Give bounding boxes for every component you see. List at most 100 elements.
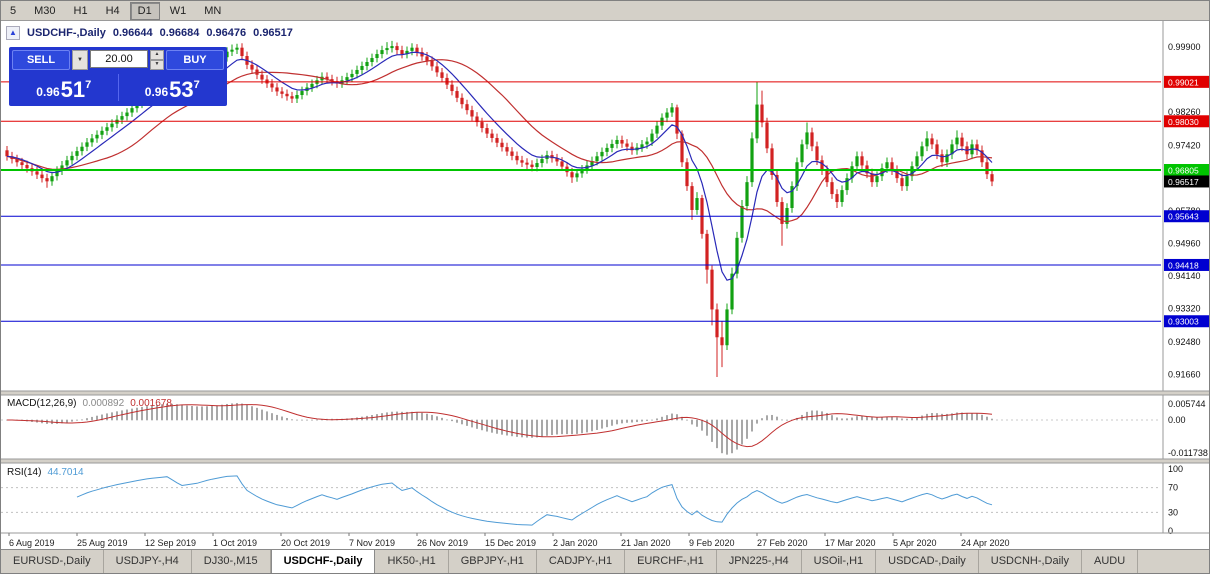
candle xyxy=(605,143,609,157)
macd-histogram-bar xyxy=(896,417,898,420)
macd-histogram-bar xyxy=(686,419,688,421)
candle xyxy=(95,130,99,143)
macd-histogram-bar xyxy=(536,419,538,438)
tab-usdcad-daily[interactable]: USDCAD-,Daily xyxy=(876,550,979,573)
macd-panel[interactable] xyxy=(1,403,1161,455)
candle xyxy=(600,147,604,161)
macd-axis-label: 0.00 xyxy=(1168,415,1186,425)
buy-button[interactable]: BUY xyxy=(166,50,224,70)
tab-cadjpy-h1[interactable]: CADJPY-,H1 xyxy=(537,550,626,573)
tab-dj30-m15[interactable]: DJ30-,M15 xyxy=(192,550,271,573)
macd-histogram-bar xyxy=(946,413,948,420)
candle xyxy=(580,165,584,178)
timeframe-button-MN[interactable]: MN xyxy=(204,4,222,17)
rsi-axis-label: 70 xyxy=(1168,483,1178,493)
svg-text:0.94418: 0.94418 xyxy=(1168,260,1199,270)
macd-histogram-bar xyxy=(646,419,648,421)
macd-histogram-bar xyxy=(281,416,283,420)
macd-histogram-bar xyxy=(406,411,408,420)
tab-usdjpy-h4[interactable]: USDJPY-,H4 xyxy=(104,550,192,573)
candle xyxy=(440,67,444,83)
macd-histogram-bar xyxy=(621,419,623,424)
chart-symbol-title: USDCHF-,Daily xyxy=(27,27,106,39)
macd-histogram-bar xyxy=(826,412,828,420)
volume-up-icon[interactable]: ▲ xyxy=(150,50,164,60)
rsi-axis-label: 100 xyxy=(1168,464,1183,474)
tab-usoil-h1[interactable]: USOil-,H1 xyxy=(802,550,877,573)
macd-histogram-bar xyxy=(551,419,553,436)
price-tag: 0.93003 xyxy=(1164,315,1209,328)
volume-down-icon[interactable]: ▼ xyxy=(150,60,164,70)
macd-histogram-bar xyxy=(166,403,168,420)
candle xyxy=(955,130,959,150)
one-click-trading-panel: SELL ▼ ▲ ▼ BUY 0.96 51 7 0.96 53 7 xyxy=(9,47,227,106)
macd-histogram-bar xyxy=(671,413,673,420)
timeframe-button-M30[interactable]: M30 xyxy=(34,4,56,17)
price-axis[interactable]: 0.999000.982600.974200.957800.949600.941… xyxy=(1162,21,1210,536)
tab-audu[interactable]: AUDU xyxy=(1082,550,1139,573)
timeframe-button-H4[interactable]: H4 xyxy=(105,4,120,17)
tab-usdchf-daily[interactable]: USDCHF-,Daily xyxy=(270,550,376,573)
macd-indicator-label: MACD(12,26,9) 0.000892 0.001678 xyxy=(7,398,172,409)
macd-histogram-bar xyxy=(776,416,778,420)
svg-text:0.96517: 0.96517 xyxy=(1168,177,1199,187)
timeframe-button-5[interactable]: 5 xyxy=(10,4,17,17)
macd-histogram-bar xyxy=(481,419,483,431)
svg-text:0.95643: 0.95643 xyxy=(1168,212,1199,222)
collapse-chart-icon[interactable]: ▲ xyxy=(6,26,20,40)
macd-histogram-bar xyxy=(601,419,603,429)
macd-histogram-bar xyxy=(816,410,818,420)
tab-usdcnh-daily[interactable]: USDCNH-,Daily xyxy=(979,550,1083,573)
macd-histogram-bar xyxy=(71,419,73,422)
candle xyxy=(750,132,754,187)
candle xyxy=(930,133,934,150)
candle xyxy=(85,137,89,152)
candle xyxy=(720,321,724,368)
tab-jpn225-h4[interactable]: JPN225-,H4 xyxy=(717,550,802,573)
chart-canvas[interactable]: 0.999000.982600.974200.957800.949600.941… xyxy=(1,21,1210,551)
ohlc-close: 0.96517 xyxy=(253,27,293,39)
candle xyxy=(725,303,729,351)
candle xyxy=(510,147,514,161)
tab-eurchf-h1[interactable]: EURCHF-,H1 xyxy=(625,550,717,573)
sell-button[interactable]: SELL xyxy=(12,50,70,70)
candle xyxy=(870,168,874,187)
macd-histogram-bar xyxy=(886,416,888,420)
timeframe-button-D1[interactable]: D1 xyxy=(129,1,160,20)
macd-histogram-bar xyxy=(916,417,918,420)
tab-eurusd-daily[interactable]: EURUSD-,Daily xyxy=(1,550,104,573)
rsi-panel[interactable] xyxy=(1,475,1161,526)
candle xyxy=(55,166,59,181)
candle xyxy=(845,173,849,195)
macd-histogram-bar xyxy=(301,419,303,421)
candle xyxy=(575,169,579,182)
macd-histogram-bar xyxy=(456,419,458,423)
candle xyxy=(480,117,484,133)
timeframe-button-W1[interactable]: W1 xyxy=(169,4,187,17)
macd-histogram-bar xyxy=(566,419,568,435)
macd-histogram-bar xyxy=(221,404,223,420)
candle xyxy=(800,139,804,168)
candle xyxy=(515,151,519,165)
candle xyxy=(630,142,634,155)
price-tag: 0.96805 xyxy=(1164,164,1209,177)
candle xyxy=(395,42,399,55)
panel-splitter[interactable] xyxy=(1,459,1210,463)
volume-input[interactable] xyxy=(90,50,148,68)
bid-pip-digit: 7 xyxy=(85,79,92,91)
macd-histogram-bar xyxy=(211,405,213,420)
macd-histogram-bar xyxy=(681,416,683,420)
volume-dropdown-icon[interactable]: ▼ xyxy=(72,50,88,70)
macd-histogram-bar xyxy=(761,418,763,420)
tab-hk50-h1[interactable]: HK50-,H1 xyxy=(375,550,449,573)
macd-histogram-bar xyxy=(741,419,743,445)
macd-histogram-bar xyxy=(546,419,548,436)
macd-histogram-bar xyxy=(881,417,883,420)
tab-gbpjpy-h1[interactable]: GBPJPY-,H1 xyxy=(449,550,537,573)
macd-histogram-bar xyxy=(511,419,513,437)
timeframe-button-H1[interactable]: H1 xyxy=(73,4,88,17)
candle xyxy=(330,74,334,86)
date-axis-label: 12 Sep 2019 xyxy=(145,538,196,548)
panel-splitter[interactable] xyxy=(1,391,1210,395)
time-axis[interactable]: 6 Aug 2019 25 Aug 2019 12 Sep 2019 1 Oct 20… xyxy=(8,533,1010,548)
